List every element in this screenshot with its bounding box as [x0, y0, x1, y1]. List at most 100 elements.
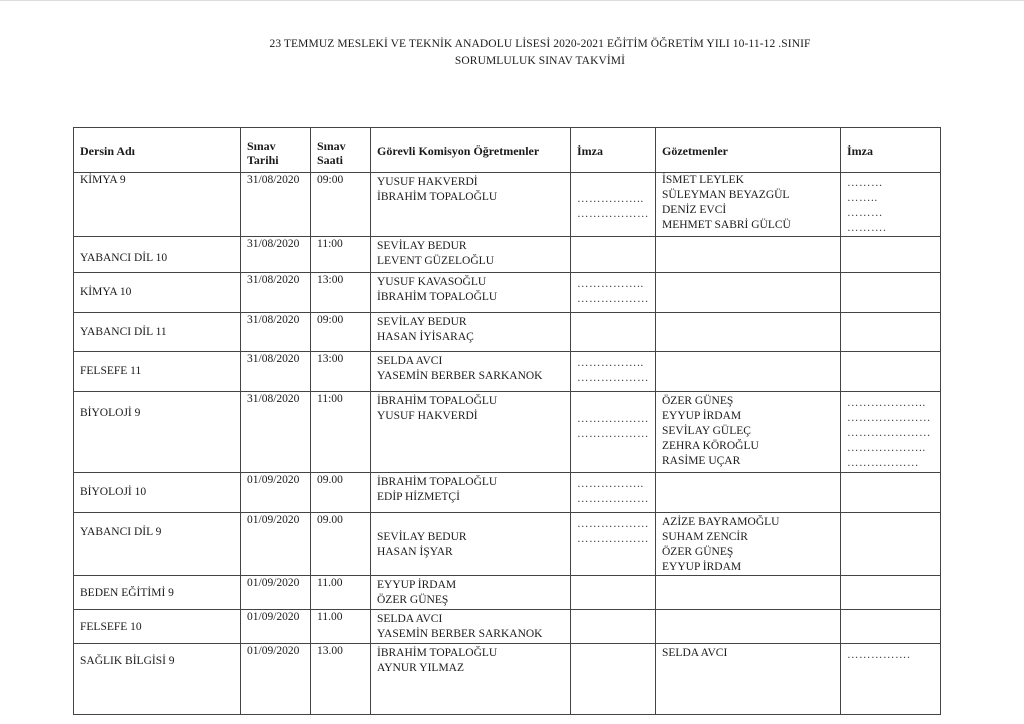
header-proctor-sign: İmza: [840, 127, 941, 173]
proctors: [655, 272, 841, 313]
exam-date: 31/08/2020: [240, 236, 311, 273]
committee-teachers-line: YASEMİN BERBER SARKANOK: [377, 628, 543, 640]
committee-teachers-line: İBRAHİM TOPALOĞLU: [377, 647, 498, 659]
proctor-signature-line: ……….: [847, 222, 887, 234]
proctors-line: İSMET LEYLEK: [662, 174, 744, 186]
proctors: [655, 609, 841, 644]
committee-teachers-line: İBRAHİM TOPALOĞLU: [377, 191, 498, 203]
proctors-line: EYYUP İRDAM: [662, 410, 742, 422]
header-time-l1: Sınav: [317, 139, 346, 153]
course-name: BEDEN EĞİTİMİ 9: [73, 575, 241, 610]
exam-time: 09.00: [310, 472, 371, 513]
table-row: YABANCI DİL 11 31/08/2020 09:00 SEVİLAY BED…: [73, 312, 941, 352]
header-date: Sınav Tarihi: [240, 127, 311, 173]
committee-teachers-line: HASAN İYİSARAÇ: [377, 331, 474, 343]
committee-signature-line: ………………: [577, 428, 649, 440]
table-row: FELSEFE 10 01/09/2020 11.00 SELDA AVCI YASEM…: [73, 609, 941, 644]
exam-schedule-table: Dersin Adı Sınav Tarihi Sınav Saati Görevl…: [73, 127, 941, 715]
exam-time: 13:00: [310, 272, 371, 313]
proctors-line: SEVİLAY GÜLEÇ: [662, 425, 751, 437]
proctors-line: EYYUP İRDAM: [662, 561, 742, 573]
committee-teachers-line: SELDA AVCI: [377, 355, 443, 367]
committee-teachers-line: YASEMİN BERBER SARKANOK: [377, 370, 543, 382]
table-row: SAĞLIK BİLGİSİ 9 01/09/2020 13.00 İBRAHİM T…: [73, 643, 941, 715]
proctors: [655, 351, 841, 392]
proctors-line: ÖZER GÜNEŞ: [662, 395, 734, 407]
committee-teachers: YUSUF HAKVERDİ İBRAHİM TOPALOĞLU: [370, 172, 571, 237]
exam-time: 13:00: [310, 351, 371, 392]
proctors-line: ZEHRA KÖROĞLU: [662, 440, 759, 452]
header-proctors: Gözetmenler: [655, 127, 841, 173]
committee-signature-line: ………………: [577, 413, 649, 425]
exam-time: 13.00: [310, 643, 371, 715]
committee-signature-line: ……………..: [577, 193, 644, 205]
committee-signature: [570, 643, 656, 715]
course-name: BİYOLOJİ 9: [73, 391, 241, 473]
proctors: SELDA AVCI: [655, 643, 841, 715]
course-name: KİMYA 9: [73, 172, 241, 237]
scan-edge: [0, 0, 1024, 1]
committee-signature: ……………… ………………: [570, 512, 656, 576]
course-name: YABANCI DİL 9: [73, 512, 241, 576]
proctors: [655, 472, 841, 513]
table-row: BİYOLOJİ 10 01/09/2020 09.00 İBRAHİM TOPALO…: [73, 472, 941, 513]
proctors-line: RASİME UÇAR: [662, 455, 741, 467]
proctor-signature: [840, 312, 941, 352]
proctor-signature-line: ………………..: [847, 442, 926, 454]
header-date-l1: Sınav: [247, 139, 276, 153]
course-name: KİMYA 10: [73, 272, 241, 313]
course-name: SAĞLIK BİLGİSİ 9: [73, 643, 241, 715]
proctors-line: DENİZ EVCİ: [662, 204, 727, 216]
table-row: BİYOLOJİ 9 31/08/2020 11:00 İBRAHİM TOPALOĞ…: [73, 391, 941, 473]
committee-teachers: YUSUF KAVASOĞLU İBRAHİM TOPALOĞLU: [370, 272, 571, 313]
exam-date: 01/09/2020: [240, 512, 311, 576]
committee-signature: [570, 609, 656, 644]
committee-signature: …………….. ………………: [570, 351, 656, 392]
committee-teachers-line: ÖZER GÜNEŞ: [377, 594, 449, 606]
exam-time: 11.00: [310, 575, 371, 610]
committee-teachers: SELDA AVCI YASEMİN BERBER SARKANOK: [370, 609, 571, 644]
committee-teachers: EYYUP İRDAM ÖZER GÜNEŞ: [370, 575, 571, 610]
header-time: Sınav Saati: [310, 127, 371, 173]
committee-signature-line: ……………..: [577, 278, 644, 290]
course-name: FELSEFE 10: [73, 609, 241, 644]
proctor-signature: [840, 609, 941, 644]
exam-date: 31/08/2020: [240, 172, 311, 237]
committee-teachers-line: YUSUF HAKVERDİ: [377, 176, 478, 188]
committee-teachers-line: LEVENT GÜZELOĞLU: [377, 255, 494, 267]
exam-time: 09:00: [310, 312, 371, 352]
proctor-signature-line: …………………: [847, 427, 931, 439]
committee-teachers: SEVİLAY BEDUR LEVENT GÜZELOĞLU: [370, 236, 571, 273]
proctor-signature: [840, 236, 941, 273]
committee-signature: ……………… ………………: [570, 391, 656, 473]
exam-date: 01/09/2020: [240, 643, 311, 715]
header-committee: Görevli Komisyon Öğretmenler: [370, 127, 571, 173]
table-row: YABANCI DİL 9 01/09/2020 09.00 SEVİLAY BEDU…: [73, 512, 941, 576]
proctor-signature: ……… …….. ……… ……….: [840, 172, 941, 237]
proctor-signature: [840, 351, 941, 392]
course-name: YABANCI DİL 11: [73, 312, 241, 352]
committee-teachers-line: EDİP HİZMETÇİ: [377, 491, 460, 503]
proctors-line: SELDA AVCI: [662, 647, 728, 659]
exam-date: 31/08/2020: [240, 312, 311, 352]
course-name: YABANCI DİL 10: [73, 236, 241, 273]
exam-time: 09.00: [310, 512, 371, 576]
table-row: KİMYA 9 31/08/2020 09:00 YUSUF HAKVERDİ İBRA…: [73, 172, 941, 237]
header-row: Dersin Adı Sınav Tarihi Sınav Saati Görevl…: [73, 127, 941, 173]
proctor-signature: [840, 272, 941, 313]
proctors: [655, 312, 841, 352]
committee-signature: …………….. ………………: [570, 472, 656, 513]
header-committee-sign: İmza: [570, 127, 656, 173]
committee-signature: [570, 312, 656, 352]
committee-signature-line: ………………: [577, 493, 649, 505]
header-time-l2: Saati: [317, 153, 344, 167]
proctors: [655, 575, 841, 610]
committee-signature-line: ………………: [577, 533, 649, 545]
committee-teachers-line: YUSUF HAKVERDİ: [377, 410, 478, 422]
committee-teachers: SEVİLAY BEDUR HASAN İŞYAR: [370, 512, 571, 576]
committee-teachers-line: SEVİLAY BEDUR: [377, 316, 467, 328]
committee-teachers-line: YUSUF KAVASOĞLU: [377, 276, 487, 288]
proctors-line: MEHMET SABRİ GÜLCÜ: [662, 219, 791, 231]
proctor-signature-line: …………………: [847, 412, 931, 424]
exam-date: 31/08/2020: [240, 272, 311, 313]
